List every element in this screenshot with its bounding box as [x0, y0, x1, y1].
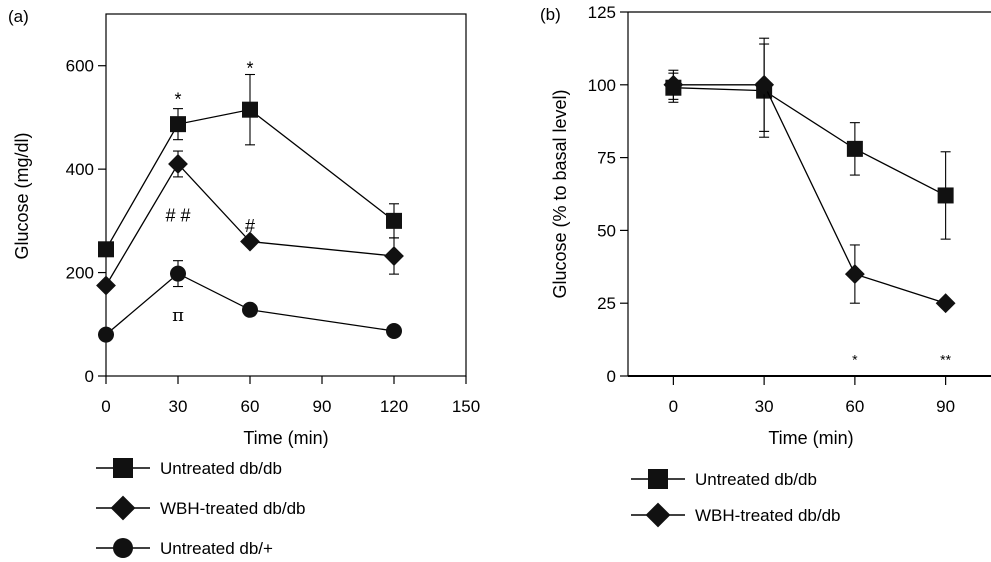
data-point-diamond	[844, 264, 865, 284]
x-tick-label: 0	[669, 397, 678, 416]
legend-marker-diamond	[645, 502, 671, 528]
panel-a: (a) 0 200 400 600 0 30 60 90 120 150 Glucose (mg…	[8, 7, 480, 558]
significance-annotation: π	[172, 305, 184, 326]
data-point-diamond	[384, 246, 404, 266]
panel-a-legend: Untreated db/db WBH-treated db/db Untreate…	[96, 458, 306, 558]
panel-b-label: (b)	[540, 5, 561, 24]
y-tick-label: 50	[597, 221, 616, 240]
data-point-circle	[170, 265, 186, 282]
legend-marker-circle	[113, 538, 133, 558]
y-tick-label: 125	[588, 3, 616, 22]
panel-a-series	[96, 73, 404, 343]
panel-a-y-ticks: 0 200 400 600	[66, 57, 106, 386]
data-point-square	[846, 140, 863, 157]
significance-annotation: #	[245, 216, 255, 236]
series-line	[105, 108, 395, 250]
x-tick-label: 30	[755, 397, 774, 416]
x-tick-label: 90	[313, 397, 332, 416]
legend-marker-diamond	[110, 495, 136, 521]
y-tick-label: 0	[85, 367, 94, 386]
legend-label: Untreated db/db	[695, 470, 817, 489]
legend-label: Untreated db/db	[160, 459, 282, 478]
data-point-diamond	[754, 74, 775, 95]
panel-a-annotations: * * # # # π	[165, 58, 255, 326]
panel-b-x-ticks: 0 30 60 90	[669, 377, 955, 416]
data-point-diamond	[935, 293, 956, 314]
data-point-circle	[242, 301, 258, 318]
series-line	[673, 84, 946, 304]
x-tick-label: 90	[936, 397, 955, 416]
legend-label: WBH-treated db/db	[160, 499, 306, 518]
panel-a-x-axis-label: Time (min)	[243, 428, 328, 448]
y-tick-label: 75	[597, 149, 616, 168]
significance-annotation: *	[246, 58, 253, 78]
x-tick-label: 120	[380, 397, 408, 416]
y-tick-label: 25	[597, 294, 616, 313]
series-line	[105, 272, 395, 336]
legend-marker-square	[648, 469, 668, 489]
x-tick-label: 30	[169, 397, 188, 416]
x-tick-label: 0	[101, 397, 110, 416]
data-point-diamond	[96, 275, 116, 296]
panel-b: (b) 0 25 50 75 100 125 0 30 60 90 Glucose (% to …	[540, 3, 991, 528]
data-point-diamond	[663, 74, 684, 95]
y-tick-label: 600	[66, 57, 94, 76]
legend-label: Untreated db/+	[160, 539, 273, 558]
data-point-diamond	[168, 154, 188, 174]
x-tick-label: 150	[452, 397, 480, 416]
data-point-square	[98, 241, 114, 258]
y-tick-label: 200	[66, 264, 94, 283]
data-point-diamond	[240, 231, 260, 252]
legend-label: WBH-treated db/db	[695, 506, 841, 525]
panel-a-label: (a)	[8, 7, 29, 26]
x-tick-label: 60	[845, 397, 864, 416]
x-tick-label: 60	[241, 397, 260, 416]
y-tick-label: 400	[66, 160, 94, 179]
data-point-square	[937, 187, 954, 204]
panel-b-series	[663, 37, 956, 314]
data-point-circle	[98, 326, 114, 343]
panel-b-x-axis-label: Time (min)	[768, 428, 853, 448]
data-point-square	[170, 116, 186, 133]
series-line	[673, 87, 946, 197]
y-tick-label: 100	[588, 76, 616, 95]
panel-a-x-ticks: 0 30 60 90 120 150	[101, 376, 480, 416]
panel-a-frame	[105, 13, 467, 377]
legend-marker-square	[113, 458, 133, 478]
panel-b-annotations: * **	[852, 352, 951, 368]
significance-annotation: *	[174, 89, 181, 109]
data-point-square	[242, 101, 258, 118]
significance-annotation: *	[852, 352, 858, 368]
panel-b-legend: Untreated db/db WBH-treated db/db	[631, 469, 841, 528]
panel-b-y-ticks: 0 25 50 75 100 125	[588, 3, 628, 386]
panel-b-y-axis-label: Glucose (% to basal level)	[550, 89, 570, 298]
series-line	[105, 162, 395, 286]
significance-annotation: **	[940, 352, 951, 368]
data-point-square	[386, 212, 402, 229]
data-point-circle	[386, 323, 402, 340]
significance-annotation: # #	[165, 206, 190, 226]
y-tick-label: 0	[607, 367, 616, 386]
panel-a-y-axis-label: Glucose (mg/dl)	[12, 132, 32, 259]
